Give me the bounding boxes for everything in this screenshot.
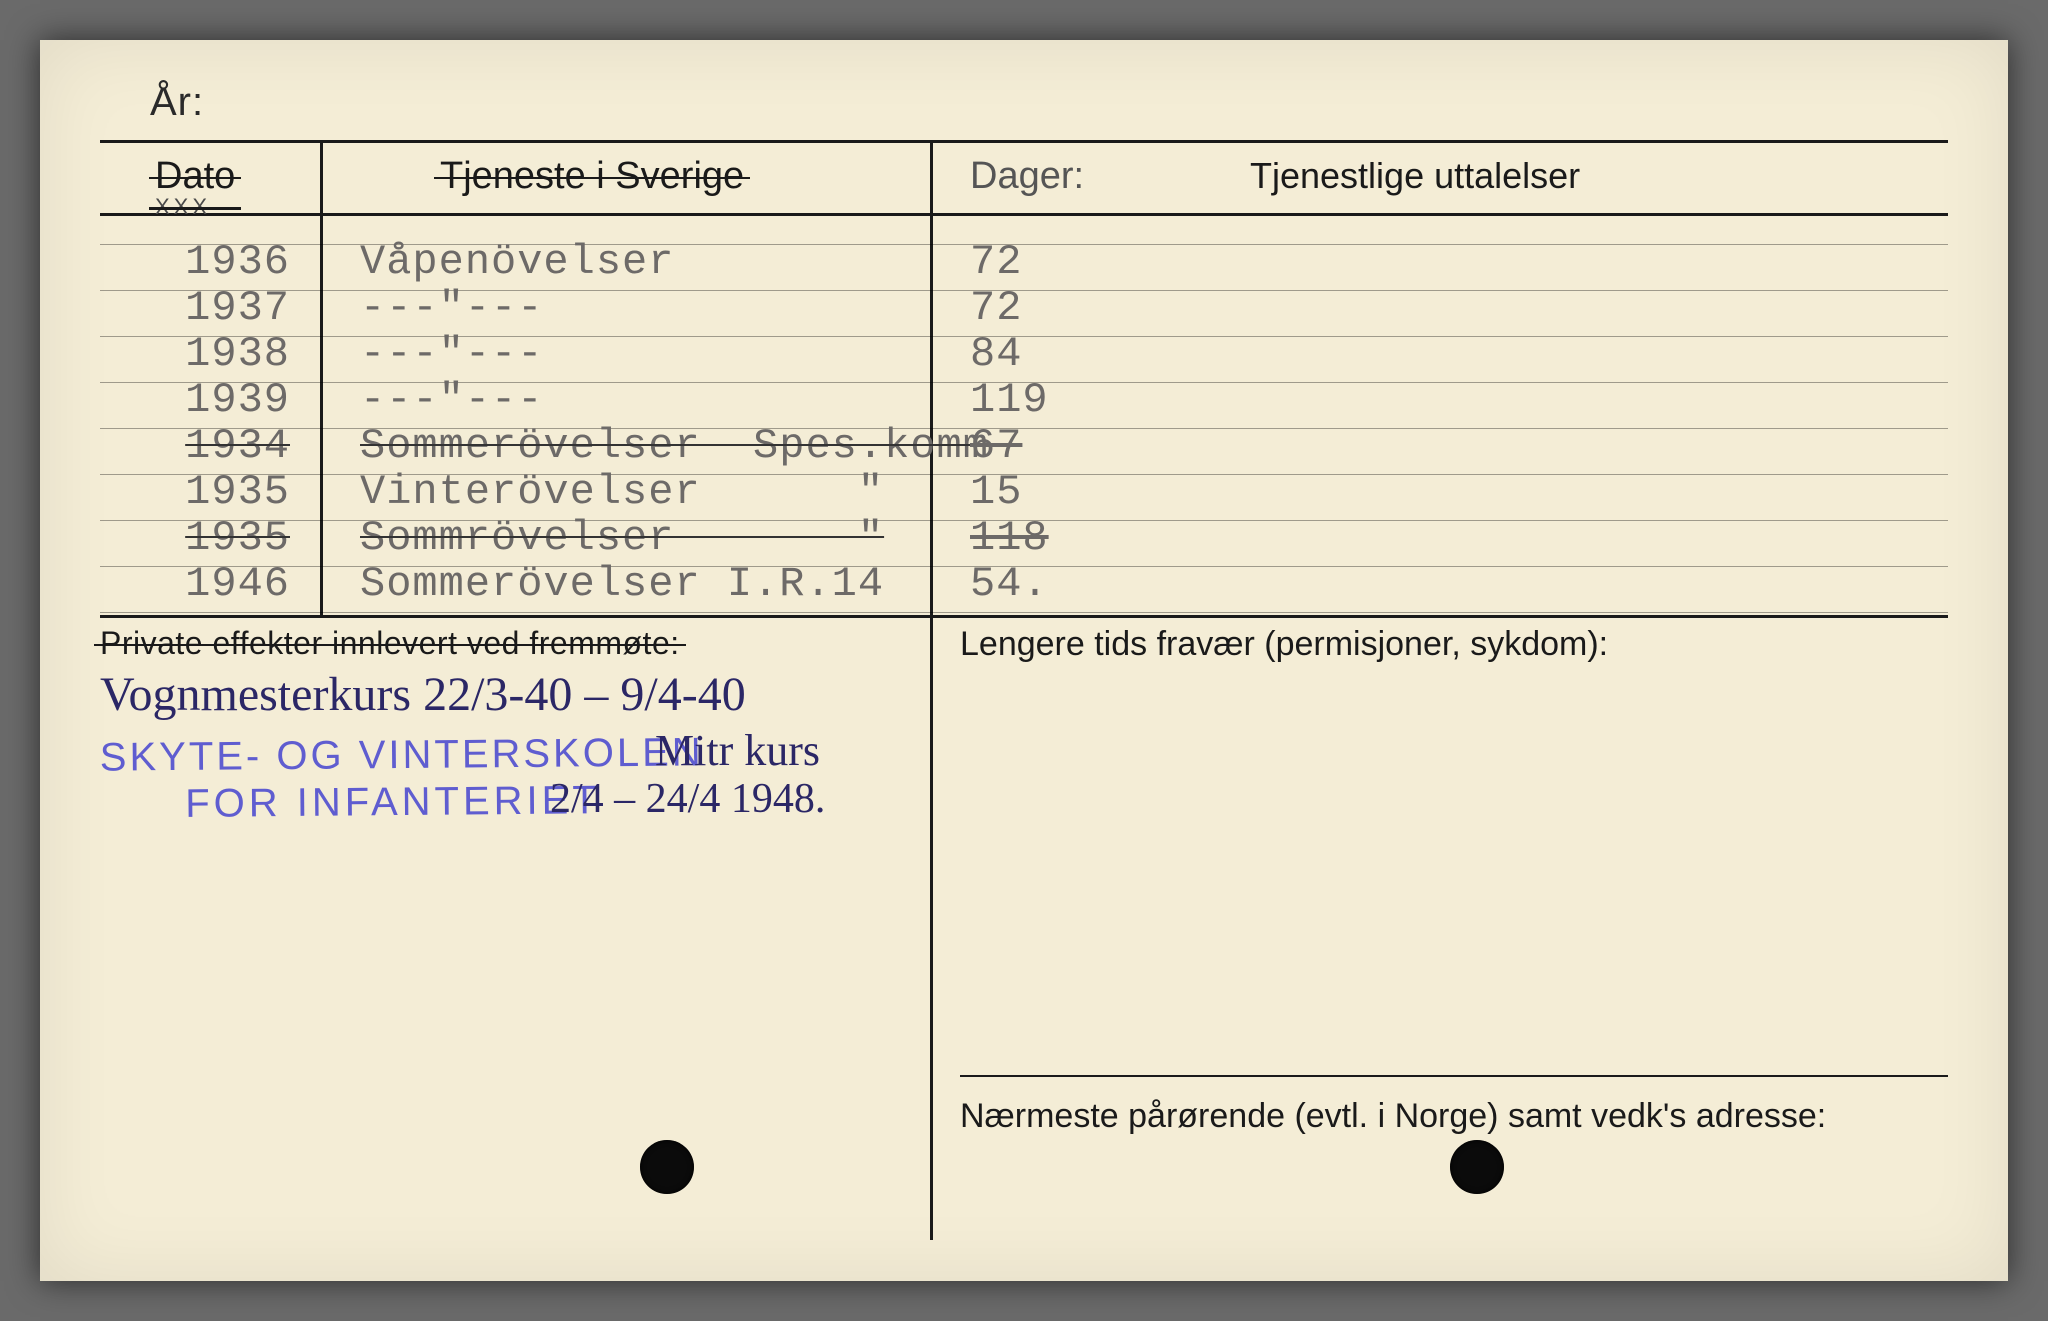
cell-days: 54.: [970, 560, 1049, 608]
table-row: 1946Sommerövelser I.R.1454.: [100, 566, 1948, 613]
cell-year: 1935: [170, 468, 290, 516]
cell-description: ---"---: [360, 330, 543, 378]
cell-description: ---"---: [360, 284, 543, 332]
tjeneste-text: Tjeneste i Sverige: [440, 155, 744, 198]
fravaer-label: Lengere tids fravær (permisjoner, sykdom…: [960, 625, 1948, 664]
cell-description: Sommerövelser I.R.14: [360, 560, 884, 608]
parorende-label: Nærmeste pårørende (evtl. i Norge) samt …: [960, 1097, 1826, 1135]
cell-days: 72: [970, 284, 1022, 332]
stamp-line-1: SKYTE- OG VINTERSKOLEN: [100, 730, 704, 779]
record-card: År: Dato XXX Tjeneste i Sverige Dager: T…: [40, 40, 2008, 1281]
parorende-section: Nærmeste pårørende (evtl. i Norge) samt …: [960, 1075, 1948, 1136]
cell-year: 1938: [170, 330, 290, 378]
card-inner: År: Dato XXX Tjeneste i Sverige Dager: T…: [100, 80, 1948, 1241]
cell-description: Våpenövelser: [360, 238, 674, 286]
cell-year: 1934: [170, 422, 290, 470]
cell-description: Vinterövelser ": [360, 468, 884, 516]
year-label: År:: [150, 80, 204, 125]
lower-left-section: Private effekter innlevert ved fremmøte:…: [100, 625, 920, 662]
cell-year: 1937: [170, 284, 290, 332]
handwriting-line-2b: 2/4 – 24/4 1948.: [550, 775, 825, 823]
handwriting-line-1: Vognmesterkurs 22/3-40 – 9/4-40: [100, 667, 746, 722]
cell-days: 72: [970, 238, 1022, 286]
lower-right-section: Lengere tids fravær (permisjoner, sykdom…: [960, 625, 1948, 664]
cell-year: 1946: [170, 560, 290, 608]
horizontal-rule-mid: [100, 615, 1948, 618]
punch-hole-right: [1450, 1140, 1504, 1194]
table-header: Dato XXX Tjeneste i Sverige Dager: Tjene…: [100, 140, 1948, 216]
dato-text: Dato: [155, 155, 235, 198]
cell-days: 67: [970, 422, 1022, 470]
cell-days: 118: [970, 514, 1049, 562]
cell-days: 119: [970, 376, 1049, 424]
cell-description: ---"---: [360, 376, 543, 424]
col-header-tjeneste: Tjeneste i Sverige: [440, 155, 744, 198]
cell-description: Sommerövelser Spes.komm: [360, 422, 989, 470]
cell-year: 1935: [170, 514, 290, 562]
col-header-uttalelser: Tjenestlige uttalelser: [1250, 155, 1580, 197]
handwriting-line-2a: Mitr kurs: [655, 725, 820, 776]
effekter-label: Private effekter innlevert ved fremmøte:: [100, 625, 680, 662]
col-header-dager: Dager:: [970, 155, 1084, 198]
cell-days: 84: [970, 330, 1022, 378]
cell-days: 15: [970, 468, 1022, 516]
cell-year: 1936: [170, 238, 290, 286]
punch-hole-left: [640, 1140, 694, 1194]
cell-description: Sommrövelser ": [360, 514, 884, 562]
cell-year: 1939: [170, 376, 290, 424]
